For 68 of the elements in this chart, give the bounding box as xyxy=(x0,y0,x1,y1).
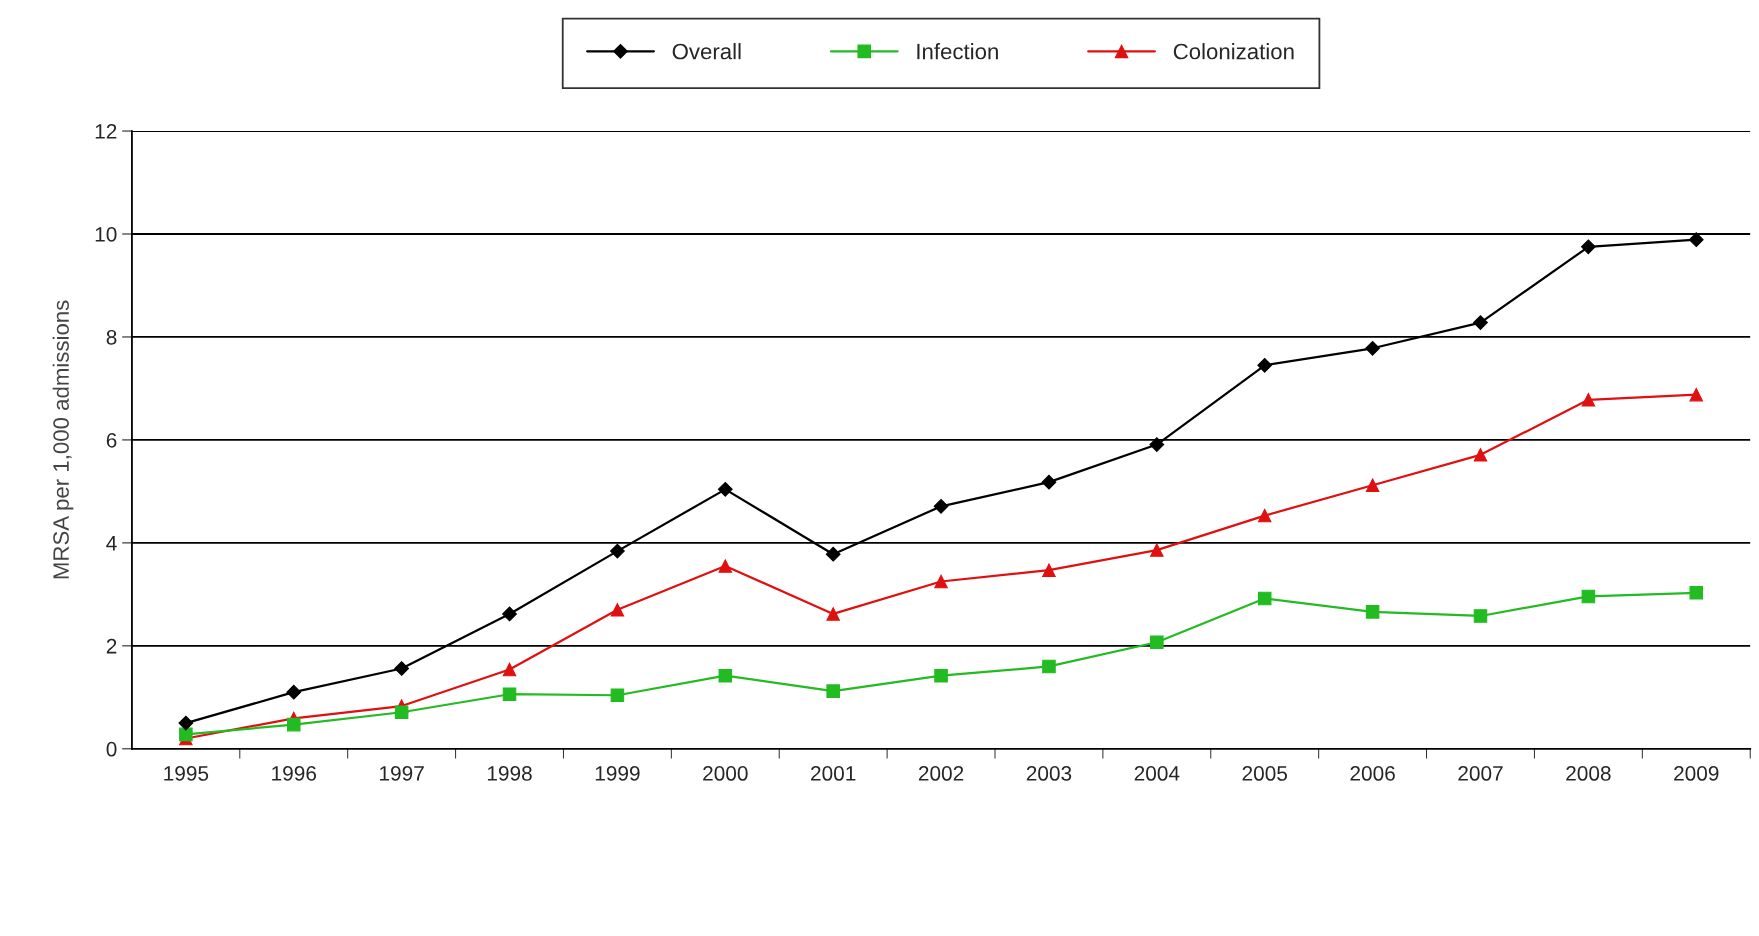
point xyxy=(610,543,625,559)
x-tick-label: 2005 xyxy=(1242,766,1288,781)
point xyxy=(1041,474,1057,490)
point xyxy=(1042,659,1056,674)
point xyxy=(933,498,949,514)
point xyxy=(610,603,625,617)
point xyxy=(1580,239,1596,255)
point xyxy=(502,687,517,701)
point xyxy=(717,481,733,497)
point xyxy=(1257,591,1272,606)
legend-label: Colonization xyxy=(1173,43,1294,60)
y-tick-label: 12 xyxy=(95,124,117,139)
x-tick-label: 2006 xyxy=(1350,766,1395,781)
x-tick-label: 2001 xyxy=(811,766,856,781)
point xyxy=(1365,340,1380,356)
point xyxy=(1581,589,1596,604)
point xyxy=(394,705,409,720)
y-tick-label: 10 xyxy=(95,227,117,242)
point xyxy=(178,715,194,731)
legend-label: Overall xyxy=(672,43,741,60)
x-tick-label: 2003 xyxy=(1026,766,1072,781)
x-tick-label: 2004 xyxy=(1134,766,1180,781)
x-tick-label: 2008 xyxy=(1566,766,1611,781)
point xyxy=(394,661,410,676)
point xyxy=(1689,586,1704,600)
y-tick-label: 4 xyxy=(106,536,117,551)
point xyxy=(1473,609,1488,623)
point xyxy=(718,559,733,573)
point xyxy=(502,662,517,677)
point xyxy=(179,727,193,742)
point xyxy=(934,574,948,589)
y-tick-label: 8 xyxy=(106,329,117,345)
legend-label: Infection xyxy=(917,43,998,60)
point xyxy=(502,606,517,622)
point xyxy=(1257,508,1272,523)
point xyxy=(1149,437,1165,452)
point xyxy=(826,607,840,621)
point xyxy=(1689,387,1704,402)
x-tick-label: 2007 xyxy=(1458,766,1503,781)
point xyxy=(1365,478,1380,492)
y-tick-label: 0 xyxy=(106,741,117,757)
point xyxy=(286,717,301,732)
point xyxy=(718,668,733,683)
x-tick-label: 1995 xyxy=(164,766,209,781)
point xyxy=(1257,357,1273,373)
point xyxy=(1688,232,1704,248)
point xyxy=(1042,563,1056,577)
point xyxy=(1473,315,1488,330)
y-tick-label: 6 xyxy=(106,432,117,448)
point xyxy=(826,684,840,698)
x-tick-label: 1998 xyxy=(487,766,532,781)
point xyxy=(934,668,948,683)
x-tick-label: 2000 xyxy=(703,766,748,781)
point xyxy=(1473,448,1488,462)
x-tick-label: 1996 xyxy=(272,766,317,781)
x-tick-label: 2009 xyxy=(1674,766,1719,781)
point xyxy=(1150,543,1164,557)
y-axis-title: MRSA per 1,000 admissions xyxy=(52,300,74,579)
y-tick-label: 2 xyxy=(106,638,117,654)
point xyxy=(1365,605,1380,619)
point xyxy=(1150,635,1164,650)
point xyxy=(1581,393,1596,407)
point xyxy=(610,688,625,703)
point xyxy=(286,684,302,700)
point xyxy=(825,546,841,562)
x-tick-label: 1997 xyxy=(380,766,424,781)
x-tick-label: 2002 xyxy=(918,766,964,781)
x-tick-label: 1999 xyxy=(595,766,640,781)
